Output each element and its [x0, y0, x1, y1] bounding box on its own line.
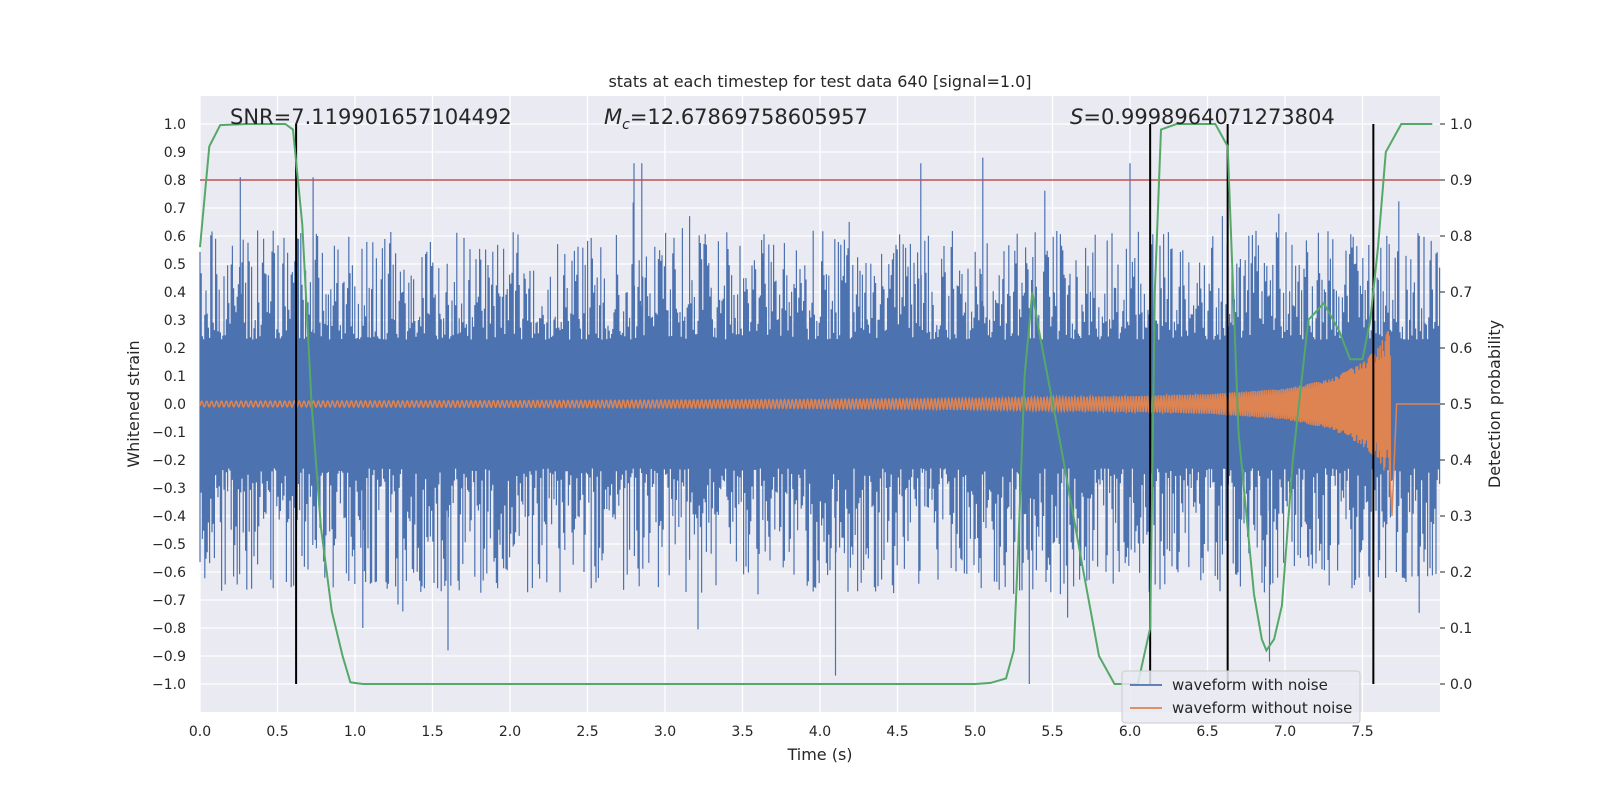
detection-probability-series: [199, 123, 1433, 685]
y-tick-label: 0.3: [164, 313, 186, 329]
y-tick-label: 0.0: [164, 397, 186, 413]
x-tick-label: 7.5: [1351, 724, 1373, 740]
y-tick-label: 0.4: [164, 285, 186, 301]
x-tick-label: 2.5: [576, 724, 598, 740]
x-tick-label: 1.5: [421, 724, 443, 740]
legend-box: [1121, 670, 1361, 724]
chirp-mass-annotation: Mc=12.67869758605957: [604, 105, 868, 133]
y2-tick-label: 0.2: [1450, 565, 1472, 581]
y-tick-label: 0.6: [164, 229, 186, 245]
legend-label-noisy: waveform with noise: [1172, 676, 1328, 694]
y-tick-label: 1.0: [164, 117, 186, 133]
x-axis-label: Time (s): [786, 745, 852, 764]
y2-tick-label: 0.9: [1450, 173, 1472, 189]
x-tick-label: 4.5: [886, 724, 908, 740]
y-tick-label: 0.1: [164, 369, 186, 385]
y-tick-label: −0.9: [152, 649, 186, 665]
y2-axis-label: Detection probability: [1485, 320, 1504, 488]
y2-tick-label: 0.4: [1450, 453, 1472, 469]
x-tick-label: 5.0: [964, 724, 986, 740]
s-symbol: S: [1070, 105, 1083, 129]
clean-waveform-series: [199, 331, 1440, 517]
y-tick-label: 0.8: [164, 173, 186, 189]
y2-tick-label: 0.5: [1450, 397, 1472, 413]
y2-tick-label: 0.7: [1450, 285, 1472, 301]
y-tick-label: −0.7: [152, 593, 186, 609]
y-axis-label: Whitened strain: [124, 340, 143, 467]
x-tick-label: 1.0: [344, 724, 366, 740]
y-tick-label: −1.0: [152, 677, 186, 693]
y-tick-label: −0.8: [152, 621, 186, 637]
y2-tick-label: 1.0: [1450, 117, 1472, 133]
detection-probability-line: [199, 123, 1433, 685]
y-tick-label: −0.3: [152, 481, 186, 497]
x-tick-label: 0.5: [266, 724, 288, 740]
chirp-mass-value: =12.67869758605957: [630, 105, 868, 129]
y-tick-label: −0.6: [152, 565, 186, 581]
x-tick-label: 6.5: [1196, 724, 1218, 740]
y2-tick-label: 0.8: [1450, 229, 1472, 245]
s-annotation: S=0.9998964071273804: [1070, 105, 1335, 129]
legend-label-clean: waveform without noise: [1172, 699, 1352, 717]
x-tick-label: 5.5: [1041, 724, 1063, 740]
vertical-markers: [295, 124, 1375, 684]
chart-title: stats at each timestep for test data 640…: [608, 72, 1031, 91]
x-tick-label: 7.0: [1274, 724, 1296, 740]
x-tick-label: 2.0: [499, 724, 521, 740]
clean-waveform-line: [199, 331, 1440, 517]
chirp-mass-subscript: c: [622, 117, 630, 133]
y2-tick-label: 0.3: [1450, 509, 1472, 525]
chirp-mass-symbol: M: [604, 105, 622, 129]
y-tick-label: 0.9: [164, 145, 186, 161]
s-value: =0.9998964071273804: [1083, 105, 1334, 129]
tick-labels: 0.0 0.5 1.0 1.5 2.0 2.5 3.0 3.5 4.0 4.5 5.0 5.5 6.0 6…: [152, 117, 1472, 740]
y2-tick-label: 0.6: [1450, 341, 1472, 357]
y-tick-label: 0.7: [164, 201, 186, 217]
y-tick-label: −0.5: [152, 537, 186, 553]
x-tick-label: 0.0: [189, 724, 211, 740]
x-tick-label: 3.0: [654, 724, 676, 740]
y2-tick-label: 0.1: [1450, 621, 1472, 637]
y2-tick-label: 0.0: [1450, 677, 1472, 693]
legend: waveform with noise waveform without noi…: [1121, 670, 1361, 724]
x-tick-label: 6.0: [1119, 724, 1141, 740]
y-tick-label: 0.5: [164, 257, 186, 273]
snr-annotation: SNR=7.119901657104492: [230, 105, 512, 129]
y-tick-label: −0.4: [152, 509, 186, 525]
y-tick-label: −0.2: [152, 453, 186, 469]
x-tick-label: 3.5: [731, 724, 753, 740]
y-tick-label: −0.1: [152, 425, 186, 441]
y-tick-label: 0.2: [164, 341, 186, 357]
x-tick-label: 4.0: [809, 724, 831, 740]
